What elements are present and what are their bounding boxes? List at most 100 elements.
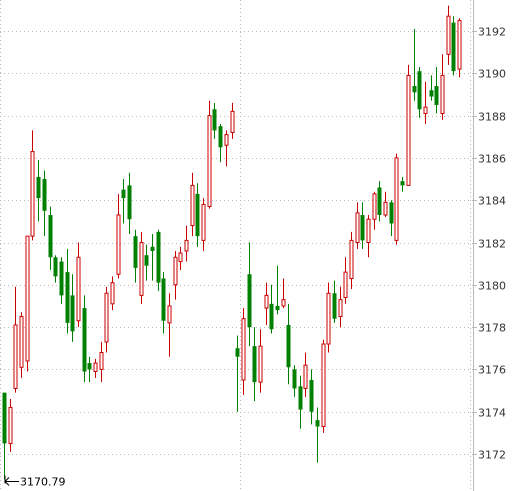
candle: [133, 229, 138, 283]
price-tick-label: 3176: [478, 364, 506, 377]
candles: [2, 5, 462, 480]
candle-body-down: [315, 420, 320, 427]
candle: [309, 369, 314, 425]
candle-body-up: [457, 19, 462, 70]
candle: [53, 255, 58, 283]
candle: [457, 18, 462, 78]
candle-body-down: [389, 202, 394, 224]
candle-body-up: [258, 345, 263, 383]
candle: [298, 375, 303, 429]
candle: [167, 293, 172, 357]
candle-body-down: [2, 392, 7, 444]
candle-body-up: [241, 318, 246, 381]
candle: [423, 81, 428, 125]
candle: [161, 272, 166, 334]
low-arrow-icon: [4, 475, 19, 486]
candle: [178, 246, 183, 270]
candle: [264, 282, 269, 325]
candle-body-down: [247, 274, 252, 328]
candle: [8, 399, 13, 452]
candle: [434, 66, 439, 114]
candle: [440, 54, 445, 120]
candle: [104, 286, 109, 353]
candle: [235, 335, 240, 412]
candle: [139, 231, 144, 304]
candle: [355, 202, 360, 249]
candle-body-up: [224, 134, 229, 146]
candle: [281, 278, 286, 309]
candle: [326, 282, 331, 353]
candle: [406, 64, 411, 186]
candle: [224, 130, 229, 167]
candle-body-up: [303, 364, 308, 389]
candle-body-down: [53, 257, 58, 277]
candle-body-up: [372, 193, 377, 220]
candle: [417, 66, 422, 118]
candle-body-down: [161, 278, 166, 321]
candle: [377, 181, 382, 222]
candle: [195, 183, 200, 247]
candle-body-down: [269, 303, 274, 330]
candle-body-down: [121, 189, 126, 199]
candle: [218, 124, 223, 163]
candle-body-up: [394, 157, 399, 241]
candle-body-up: [366, 218, 371, 243]
candle: [150, 234, 155, 281]
candle: [338, 286, 343, 328]
price-tick-label: 3180: [478, 280, 506, 293]
candle: [76, 242, 81, 328]
candle: [286, 303, 291, 385]
candle-body-down: [429, 90, 434, 97]
candle-body-down: [59, 261, 64, 296]
candle: [65, 248, 70, 334]
candle: [303, 352, 308, 397]
candle: [70, 274, 75, 342]
candle-body-up: [19, 316, 24, 368]
candle-body-up: [93, 362, 98, 373]
candle-body-up: [13, 324, 18, 389]
candle: [429, 75, 434, 101]
candle: [400, 176, 405, 192]
price-tick-label: 3186: [478, 153, 506, 166]
price-tick-label: 3190: [478, 68, 506, 81]
candle: [116, 193, 121, 279]
candle-body-down: [195, 193, 200, 237]
candle-body-down: [275, 305, 280, 311]
candle-body-down: [332, 293, 337, 319]
candle: [2, 392, 7, 480]
candle: [212, 102, 217, 139]
candle-body-down: [65, 272, 70, 323]
candle: [292, 365, 297, 397]
candle: [207, 100, 212, 209]
candle-body-up: [326, 292, 331, 345]
candle-body-up: [423, 106, 428, 114]
candle: [48, 206, 53, 270]
candle-body-up: [110, 282, 115, 305]
candle-body-down: [298, 386, 303, 410]
candle: [144, 244, 149, 281]
candle-body-down: [42, 179, 47, 211]
candle: [82, 295, 87, 383]
candle: [315, 407, 320, 463]
candle-body-up: [321, 343, 326, 428]
candle-body-up: [406, 74, 411, 186]
candle: [99, 341, 104, 383]
candle: [412, 28, 417, 101]
candle-body-up: [446, 15, 451, 55]
candle-body-down: [70, 295, 75, 332]
candle: [451, 16, 456, 76]
candle: [173, 250, 178, 300]
candle-body-up: [139, 242, 144, 296]
price-tick-label: 3192: [478, 26, 506, 39]
candle-body-down: [82, 308, 87, 372]
candle: [184, 225, 189, 262]
candle: [110, 276, 115, 311]
candle-body-down: [377, 187, 382, 216]
candle: [446, 5, 451, 65]
candle: [252, 327, 257, 402]
candle-body-down: [48, 215, 53, 258]
candle-body-down: [286, 324, 291, 368]
candle-body-down: [36, 176, 41, 199]
candle: [93, 358, 98, 378]
